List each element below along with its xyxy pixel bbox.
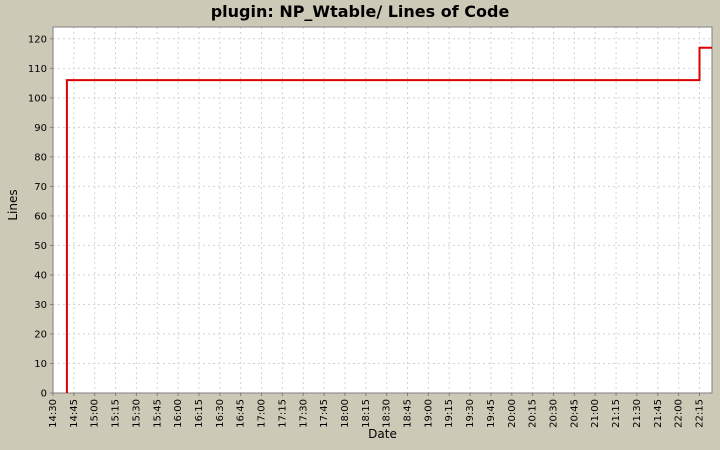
x-tick-label: 17:00 [257,399,268,428]
y-tick-label: 60 [34,211,47,222]
y-tick-label: 90 [34,123,47,134]
x-tick-label: 18:30 [382,399,393,428]
x-tick-label: 19:00 [423,399,434,428]
x-tick-label: 14:30 [48,399,59,428]
x-tick-label: 20:30 [549,399,560,428]
x-tick-label: 20:15 [528,399,539,428]
chart-title: plugin: NP_Wtable/ Lines of Code [210,2,510,21]
x-tick-label: 20:00 [507,399,518,428]
plot-border [52,26,713,394]
x-tick-label: 15:00 [90,399,101,428]
x-tick-label: 16:15 [194,399,205,428]
x-tick-label: 22:15 [694,399,705,428]
x-tick-label: 14:45 [69,399,80,428]
x-tick-label: 21:45 [653,399,664,428]
x-tick-label: 18:45 [403,399,414,428]
plot-background [53,27,712,393]
x-tick-label: 21:30 [632,399,643,428]
y-tick-label: 50 [34,241,47,252]
x-tick-label: 15:15 [111,399,122,428]
y-tick-label: 110 [28,64,47,75]
y-tick-label: 30 [34,300,47,311]
x-tick-label: 15:30 [131,399,142,428]
x-tick-label: 16:45 [236,399,247,428]
y-tick-label: 100 [28,93,47,104]
y-tick-label: 20 [34,329,47,340]
x-tick-label: 21:00 [590,399,601,428]
y-tick-label: 10 [34,359,47,370]
x-tick-label: 22:00 [674,399,685,428]
y-tick-label: 0 [41,389,47,400]
x-tick-label: 16:30 [215,399,226,428]
x-tick-label: 15:45 [152,399,163,428]
x-axis-title: Date [368,427,397,441]
x-tick-label: 16:00 [173,399,184,428]
x-tick-label: 20:45 [569,399,580,428]
x-tick-label: 19:30 [465,399,476,428]
y-tick-label: 80 [34,152,47,163]
y-tick-label: 40 [34,270,47,281]
y-tick-label: 120 [28,34,47,45]
series-line [65,46,712,393]
x-tick-label: 17:45 [319,399,330,428]
x-tick-label: 21:15 [611,399,622,428]
y-tick-label: 70 [34,182,47,193]
x-tick-label: 17:30 [298,399,309,428]
x-tick-label: 18:15 [361,399,372,428]
x-tick-label: 19:15 [444,399,455,428]
x-tick-label: 18:00 [340,399,351,428]
x-tick-label: 17:15 [277,399,288,428]
x-tick-label: 19:45 [486,399,497,428]
